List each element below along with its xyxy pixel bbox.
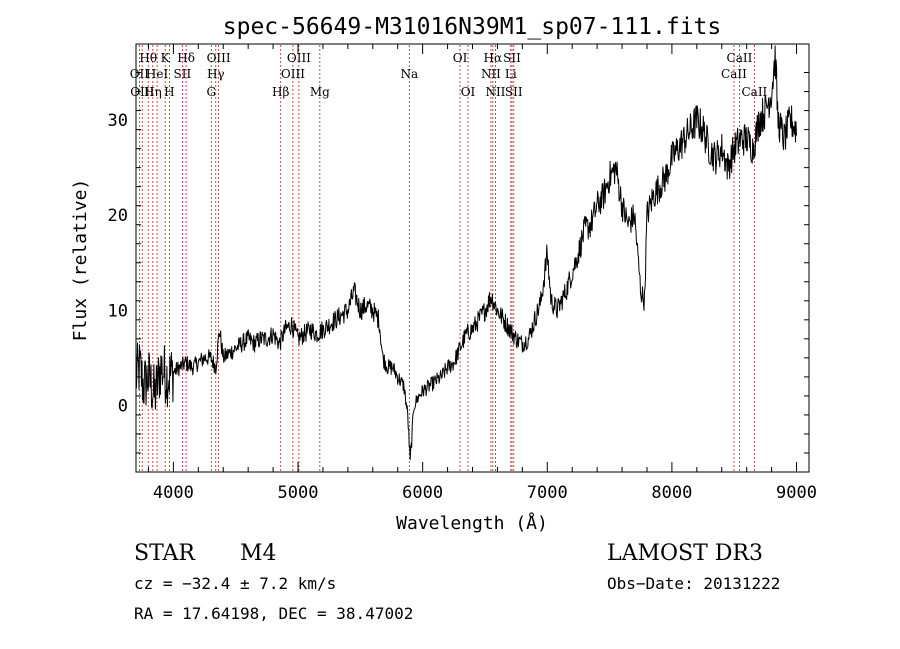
y-axis-label: Flux (relative) (70, 179, 91, 342)
spectral-line-label: K (161, 51, 171, 65)
spectral-line-label: G (206, 85, 216, 99)
chart-title: spec-56649-M31016N39M1_sp07-111.fits (223, 14, 722, 40)
y-axis-ticks: 0 10 20 30 (108, 72, 809, 454)
x-tick-label: 6000 (402, 483, 443, 503)
spectral-line-label: Li (505, 67, 517, 81)
spectral-line-label: OIII (207, 51, 231, 65)
spectral-line-label: Hα (484, 51, 503, 65)
class-label: STAR (134, 541, 196, 566)
spectral-line-label: OIII (287, 51, 311, 65)
spectral-line-label: Mg (310, 85, 330, 99)
survey-label: LAMOST DR3 (607, 541, 763, 566)
spectral-line-label: CaII (727, 51, 753, 65)
spectral-line-label: NII (485, 85, 505, 99)
y-tick-label: 30 (108, 111, 128, 131)
x-axis-ticks: 4000 5000 6000 7000 8000 9000 (147, 44, 817, 503)
spectral-line-label: SII (503, 51, 521, 65)
spectral-line-label: SII (174, 67, 192, 81)
x-axis-label: Wavelength (Å) (396, 512, 548, 534)
x-tick-label: 4000 (153, 483, 194, 503)
x-tick-label: 7000 (527, 483, 568, 503)
spectral-line-label: NII (481, 67, 501, 81)
y-tick-label: 20 (108, 206, 128, 226)
coordinates-label: RA = 17.64198, DEC = 38.47002 (134, 604, 413, 623)
spectral-line-label: H (164, 85, 174, 99)
spectral-line-label: OII (130, 67, 150, 81)
spectral-line-label: SII (505, 85, 523, 99)
x-tick-label: 5000 (278, 483, 319, 503)
x-tick-label: 8000 (651, 483, 692, 503)
plot-frame (135, 43, 810, 473)
spectral-line-label: Hβ (272, 85, 289, 99)
y-tick-label: 10 (108, 301, 128, 321)
spectral-line-label: Hθ (139, 51, 157, 65)
spectral-line-label: HeI (146, 67, 169, 81)
y-tick-label: 0 (118, 396, 128, 416)
spectral-line-label: Na (400, 67, 418, 81)
spectral-line-label: CaII (721, 67, 747, 81)
velocity-label: cz = −32.4 ± 7.2 km/s (134, 574, 336, 593)
spectral-line-label: OI (453, 51, 468, 65)
spectral-line-labels: OIIOIIIHθHηHeIKHSIIHδGHγOIIIHβOIIIOIIIMg… (130, 51, 768, 99)
spectral-line-markers (138, 45, 755, 471)
spectral-line-label: Hη (144, 85, 162, 99)
spectral-line-label: Hδ (177, 51, 195, 65)
subclass-label: M4 (240, 541, 277, 566)
obs-date-label: Obs−Date: 20131222 (607, 574, 780, 593)
spectral-line-label: OIII (281, 67, 305, 81)
x-tick-label: 9000 (776, 483, 817, 503)
spectral-line-label: OI (461, 85, 476, 99)
spectrum-line (135, 45, 797, 460)
spectral-line-label: CaII (741, 85, 767, 99)
spectral-line-label: Hγ (207, 67, 225, 81)
